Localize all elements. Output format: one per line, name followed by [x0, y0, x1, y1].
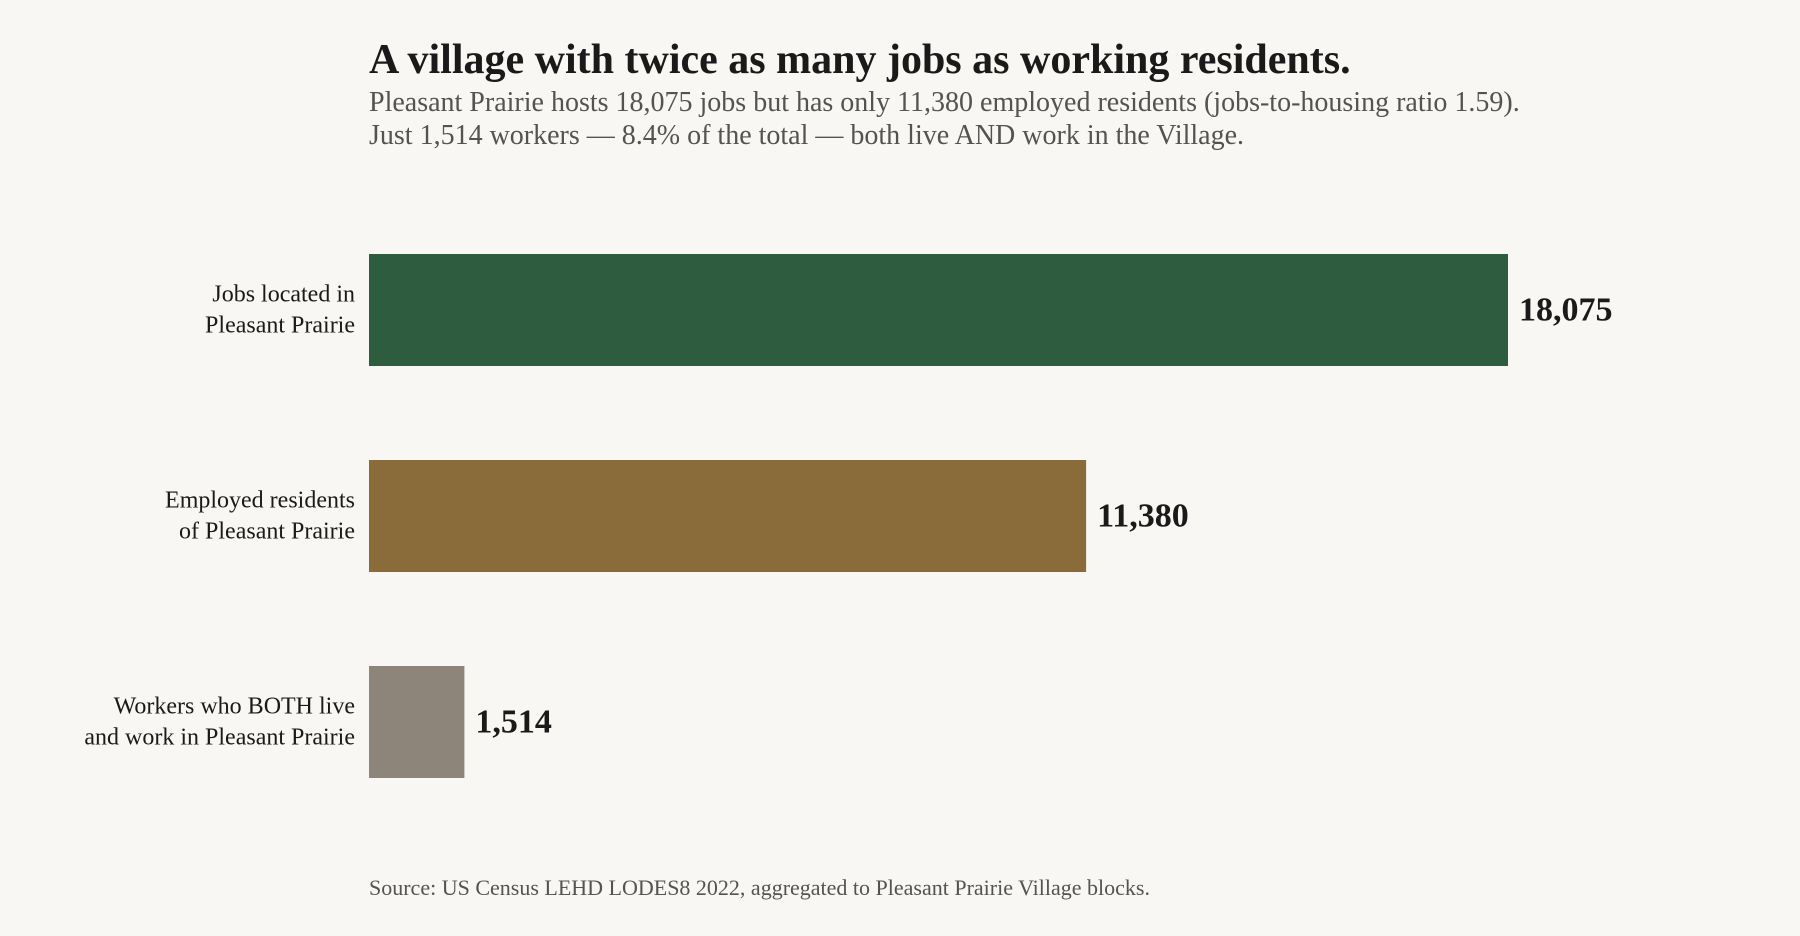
category-label-1-line-2: Pleasant Prairie — [205, 313, 355, 339]
bar-3 — [369, 666, 465, 778]
value-label-2: 11,380 — [1097, 498, 1189, 535]
bar-2 — [369, 460, 1087, 572]
value-label-1: 18,075 — [1519, 292, 1613, 329]
chart-title: A village with twice as many jobs as wor… — [369, 37, 1351, 83]
category-label-3-line-2: and work in Pleasant Prairie — [84, 725, 355, 751]
category-label-2-line-2: of Pleasant Prairie — [179, 519, 355, 545]
chart-subtitle-line-2: Just 1,514 workers — 8.4% of the total —… — [369, 120, 1245, 151]
category-label-2-line-1: Employed residents — [165, 488, 355, 514]
bar-1 — [369, 254, 1508, 366]
value-label-3: 1,514 — [475, 704, 552, 741]
chart-subtitle-line-1: Pleasant Prairie hosts 18,075 jobs but h… — [369, 87, 1520, 118]
source-note: Source: US Census LEHD LODES8 2022, aggr… — [369, 875, 1150, 900]
category-label-1-line-1: Jobs located in — [212, 282, 355, 308]
category-label-3-line-1: Workers who BOTH live — [114, 694, 355, 720]
bars-layer: 18,075 Jobs located in Pleasant Prairie 11,… — [84, 254, 1613, 778]
